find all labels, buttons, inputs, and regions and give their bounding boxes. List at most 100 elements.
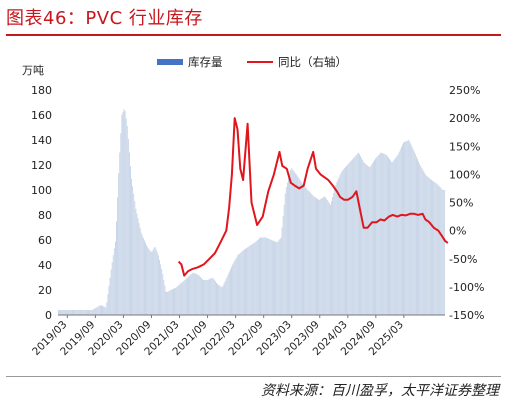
inventory-bar bbox=[167, 291, 169, 315]
inventory-bar bbox=[83, 310, 85, 315]
inventory-bar bbox=[81, 310, 83, 315]
inventory-bar bbox=[440, 188, 442, 315]
inventory-bar bbox=[161, 268, 163, 315]
inventory-bar bbox=[70, 310, 72, 315]
inventory-bar bbox=[361, 158, 363, 315]
inventory-bar bbox=[435, 182, 437, 315]
inventory-bar bbox=[66, 310, 68, 315]
inventory-bar bbox=[174, 288, 175, 315]
inventory-bar bbox=[63, 310, 65, 315]
inventory-bar bbox=[207, 279, 209, 315]
inventory-bar bbox=[410, 144, 412, 315]
inventory-bar bbox=[362, 159, 364, 315]
inventory-bar bbox=[412, 149, 414, 315]
inventory-bar bbox=[141, 235, 143, 315]
inventory-bar bbox=[182, 281, 184, 315]
inventory-bar bbox=[385, 154, 387, 315]
inventory-bar bbox=[68, 310, 70, 315]
inventory-bar bbox=[278, 240, 280, 315]
inventory-bar bbox=[110, 269, 112, 315]
y-left-tick-label: 160 bbox=[31, 109, 52, 122]
yoy-line bbox=[177, 117, 449, 277]
inventory-bar bbox=[355, 155, 357, 315]
legend-swatch-inventory bbox=[157, 59, 183, 65]
y-right-tick-label: 100% bbox=[449, 168, 480, 181]
inventory-bar bbox=[136, 213, 138, 315]
inventory-bar bbox=[251, 244, 253, 315]
inventory-bar bbox=[104, 306, 106, 315]
inventory-bar bbox=[292, 169, 294, 315]
inventory-bar bbox=[346, 165, 347, 315]
inventory-bar bbox=[436, 183, 438, 315]
inventory-bar bbox=[236, 256, 238, 315]
inventory-bar bbox=[211, 277, 213, 315]
inventory-bar bbox=[367, 166, 369, 315]
inventory-bar bbox=[238, 254, 240, 315]
inventory-bar bbox=[324, 196, 326, 315]
inventory-bar bbox=[64, 310, 66, 315]
inventory-bar bbox=[138, 223, 140, 315]
inventory-bar bbox=[307, 189, 309, 315]
inventory-bar bbox=[165, 291, 167, 315]
inventory-bar bbox=[124, 110, 126, 315]
inventory-bar bbox=[325, 198, 327, 315]
inventory-bar bbox=[380, 152, 382, 315]
inventory-bar bbox=[130, 166, 131, 315]
inventory-bar bbox=[116, 221, 117, 315]
inventory-bar bbox=[377, 156, 379, 315]
inventory-bar bbox=[123, 109, 125, 316]
inventory-bar bbox=[395, 157, 397, 315]
inventory-bar bbox=[291, 168, 293, 315]
inventory-bar bbox=[390, 160, 392, 315]
inventory-bar bbox=[102, 305, 103, 315]
inventory-bar bbox=[212, 278, 214, 315]
inventory-bar bbox=[157, 255, 159, 315]
inventory-bar bbox=[225, 278, 227, 315]
inventory-bar bbox=[241, 251, 243, 315]
inventory-bar bbox=[359, 154, 360, 315]
inventory-bar bbox=[199, 276, 201, 315]
inventory-bar bbox=[303, 185, 304, 315]
inventory-bar bbox=[171, 289, 173, 315]
inventory-bar bbox=[192, 272, 194, 315]
inventory-bar bbox=[424, 173, 426, 315]
inventory-bar bbox=[323, 196, 325, 315]
inventory-bar bbox=[218, 284, 220, 315]
y-left-unit: 万吨 bbox=[22, 64, 44, 77]
inventory-bar bbox=[295, 173, 297, 315]
inventory-bar bbox=[370, 165, 372, 315]
inventory-bar bbox=[132, 186, 134, 315]
inventory-bar bbox=[209, 278, 211, 315]
inventory-bar bbox=[184, 279, 186, 315]
inventory-bar bbox=[180, 283, 182, 315]
inventory-bar bbox=[97, 306, 99, 315]
inventory-bar bbox=[371, 163, 373, 315]
inventory-bar bbox=[398, 151, 400, 315]
inventory-bar bbox=[205, 280, 207, 315]
inventory-bar bbox=[101, 305, 102, 315]
inventory-bar bbox=[142, 238, 144, 315]
inventory-bar bbox=[302, 183, 303, 315]
inventory-bar bbox=[414, 154, 416, 315]
inventory-bar bbox=[185, 278, 187, 315]
inventory-bar bbox=[76, 310, 78, 315]
inventory-bar bbox=[316, 198, 317, 315]
inventory-bar bbox=[120, 133, 122, 315]
inventory-bar bbox=[399, 149, 401, 315]
inventory-bar bbox=[369, 166, 371, 315]
inventory-bar bbox=[434, 182, 436, 315]
inventory-bar bbox=[374, 160, 375, 315]
inventory-bar bbox=[163, 279, 165, 315]
inventory-bar bbox=[409, 142, 411, 315]
inventory-bar bbox=[384, 154, 386, 315]
title-divider bbox=[6, 34, 501, 36]
inventory-bar bbox=[353, 157, 355, 315]
inventory-bar bbox=[114, 241, 116, 315]
inventory-bar bbox=[93, 308, 95, 315]
inventory-bar bbox=[243, 249, 245, 315]
inventory-bar bbox=[432, 180, 433, 315]
inventory-bar bbox=[386, 156, 388, 315]
inventory-bar bbox=[279, 239, 281, 315]
inventory-bar bbox=[197, 274, 199, 315]
inventory-bar bbox=[270, 239, 272, 315]
